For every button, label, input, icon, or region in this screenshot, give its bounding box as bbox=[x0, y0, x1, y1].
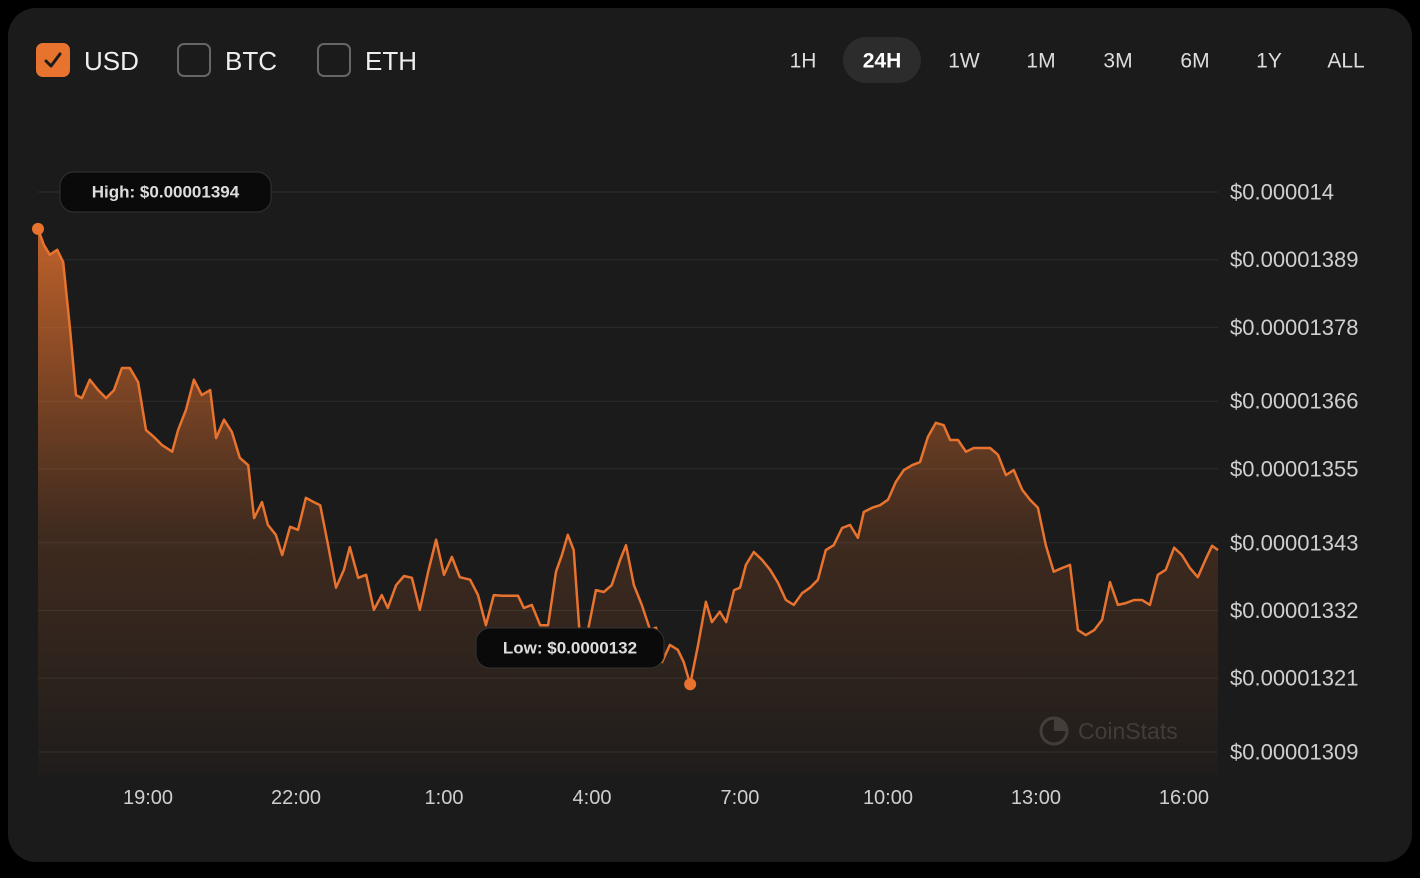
x-tick-label: 1:00 bbox=[425, 787, 464, 809]
range-label[interactable]: ALL bbox=[1327, 50, 1364, 73]
y-tick-label: $0.000014 bbox=[1230, 179, 1334, 204]
range-label[interactable]: 3M bbox=[1103, 50, 1132, 73]
x-tick-label: 22:00 bbox=[271, 787, 321, 809]
range-button[interactable]: 6M bbox=[1180, 50, 1209, 73]
low-point bbox=[684, 678, 697, 691]
currency-label[interactable]: ETH bbox=[365, 46, 417, 76]
x-tick-label: 13:00 bbox=[1011, 787, 1061, 809]
range-button[interactable]: 1M bbox=[1026, 50, 1055, 73]
checkbox[interactable] bbox=[317, 43, 351, 77]
range-label[interactable]: 6M bbox=[1180, 50, 1209, 73]
range-button[interactable]: 3M bbox=[1103, 50, 1132, 73]
check-mark bbox=[44, 52, 62, 68]
y-tick-label: $0.00001332 bbox=[1230, 598, 1358, 623]
range-active-bg[interactable] bbox=[843, 37, 921, 83]
range-label[interactable]: 1Y bbox=[1256, 50, 1282, 73]
range-button[interactable]: 1W bbox=[948, 50, 980, 73]
y-tick-label: $0.00001355 bbox=[1230, 456, 1358, 481]
y-tick-label: $0.00001321 bbox=[1230, 666, 1358, 691]
high-label: High: $0.00001394 bbox=[92, 183, 240, 202]
area-fill bbox=[38, 228, 1218, 775]
y-tick-label: $0.00001389 bbox=[1230, 247, 1358, 272]
checkbox[interactable] bbox=[177, 43, 211, 77]
x-tick-label: 19:00 bbox=[123, 787, 173, 809]
currency-label[interactable]: BTC bbox=[225, 46, 277, 76]
range-label[interactable]: 24H bbox=[863, 50, 902, 73]
currency-toggle[interactable]: USD bbox=[36, 43, 139, 77]
checkbox[interactable] bbox=[36, 43, 70, 77]
x-tick-label: 4:00 bbox=[573, 787, 612, 809]
low-label-bg bbox=[475, 627, 665, 669]
x-tick-label: 7:00 bbox=[721, 787, 760, 809]
price-line bbox=[36, 228, 1219, 686]
x-tick-label: 16:00 bbox=[1159, 787, 1209, 809]
currency-toggle[interactable]: BTC bbox=[177, 43, 277, 77]
range-button[interactable]: 24H bbox=[843, 37, 921, 83]
y-tick-label: $0.00001309 bbox=[1230, 739, 1358, 764]
y-tick-label: $0.00001343 bbox=[1230, 530, 1358, 555]
currency-label[interactable]: USD bbox=[84, 46, 139, 76]
range-button[interactable]: ALL bbox=[1327, 50, 1364, 73]
currency-toggle[interactable]: ETH bbox=[317, 43, 417, 77]
high-point bbox=[32, 222, 44, 235]
range-label[interactable]: 1M bbox=[1026, 50, 1055, 73]
y-tick-label: $0.00001378 bbox=[1230, 315, 1358, 340]
range-label[interactable]: 1H bbox=[790, 50, 817, 73]
low-label: Low: $0.0000132 bbox=[503, 639, 637, 658]
x-tick-label: 10:00 bbox=[863, 787, 913, 809]
high-label-bg bbox=[59, 171, 272, 213]
range-button[interactable]: 1H bbox=[790, 50, 817, 73]
y-tick-label: $0.00001366 bbox=[1230, 389, 1358, 414]
range-label[interactable]: 1W bbox=[948, 50, 980, 73]
range-button[interactable]: 1Y bbox=[1256, 50, 1282, 73]
